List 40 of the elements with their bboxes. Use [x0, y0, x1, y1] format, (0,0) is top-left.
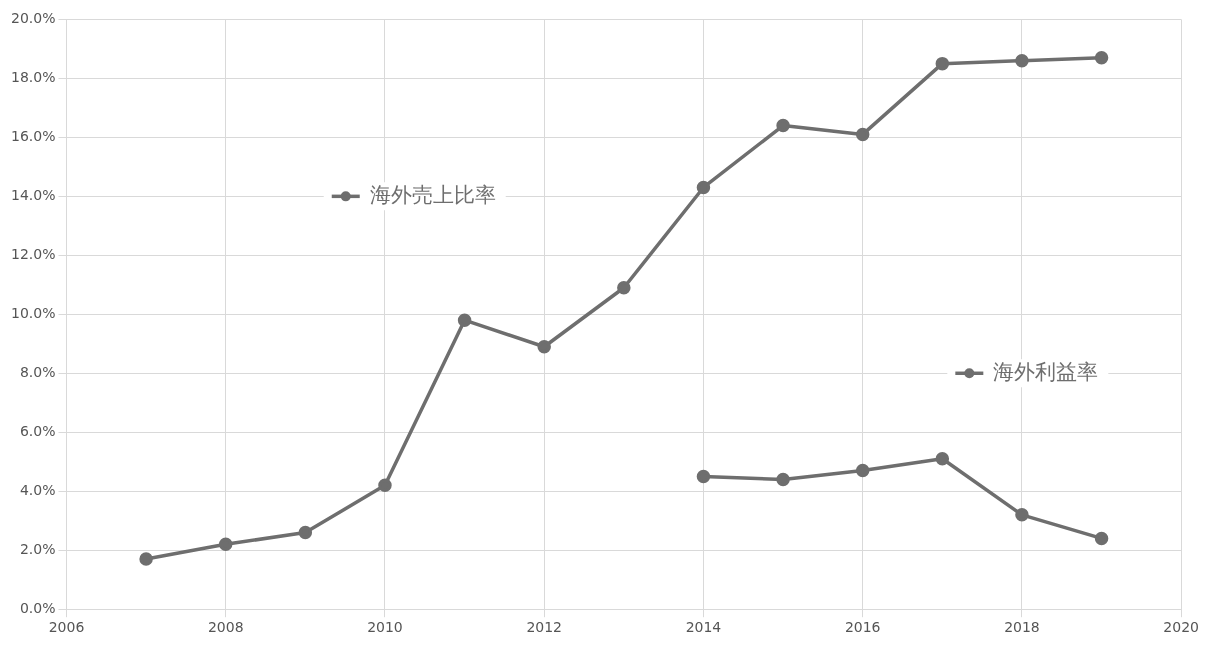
point [696, 469, 711, 484]
point [935, 452, 950, 466]
point [776, 118, 790, 133]
point [1094, 50, 1109, 65]
x-tick-label: 2016 [844, 619, 881, 636]
y-tick-label: 10.0% [10, 304, 56, 321]
y-tick-label: 2.0% [19, 540, 56, 557]
x-tick-label: 2012 [526, 619, 563, 636]
legend-label: 海外利益率 [993, 359, 1099, 384]
y-tick-label: 6.0% [19, 422, 56, 439]
y-tick-label: 12.0% [10, 245, 56, 262]
point [457, 313, 472, 327]
point [1094, 531, 1109, 546]
point [218, 537, 233, 552]
x-tick-label: 2010 [367, 619, 403, 636]
point [696, 180, 711, 195]
point [378, 478, 392, 493]
y-tick-label: 4.0% [19, 481, 56, 498]
point [1015, 53, 1029, 68]
y-tick-label: 14.0% [10, 186, 56, 203]
x-tick-label: 2018 [1004, 619, 1040, 636]
point [139, 552, 153, 566]
point [617, 281, 631, 295]
point [1015, 508, 1029, 522]
x-tick-label: 2008 [207, 619, 244, 636]
point [855, 463, 870, 478]
y-tick-label: 16.0% [10, 128, 56, 144]
point [298, 525, 313, 540]
y-tick-label: 18.0% [10, 69, 56, 86]
x-tick-label: 2020 [1163, 619, 1200, 636]
x-tick-label: 2006 [48, 619, 85, 636]
y-tick-label: 0.0% [19, 599, 56, 616]
point [776, 472, 790, 487]
point [855, 127, 870, 142]
y-tick-label: 20.0% [10, 10, 56, 27]
legend-label: 海外売上比率 [369, 182, 496, 207]
point [537, 339, 551, 354]
point [935, 56, 950, 71]
x-tick-label: 2014 [685, 619, 722, 636]
y-tick-label: 8.0% [19, 363, 56, 380]
